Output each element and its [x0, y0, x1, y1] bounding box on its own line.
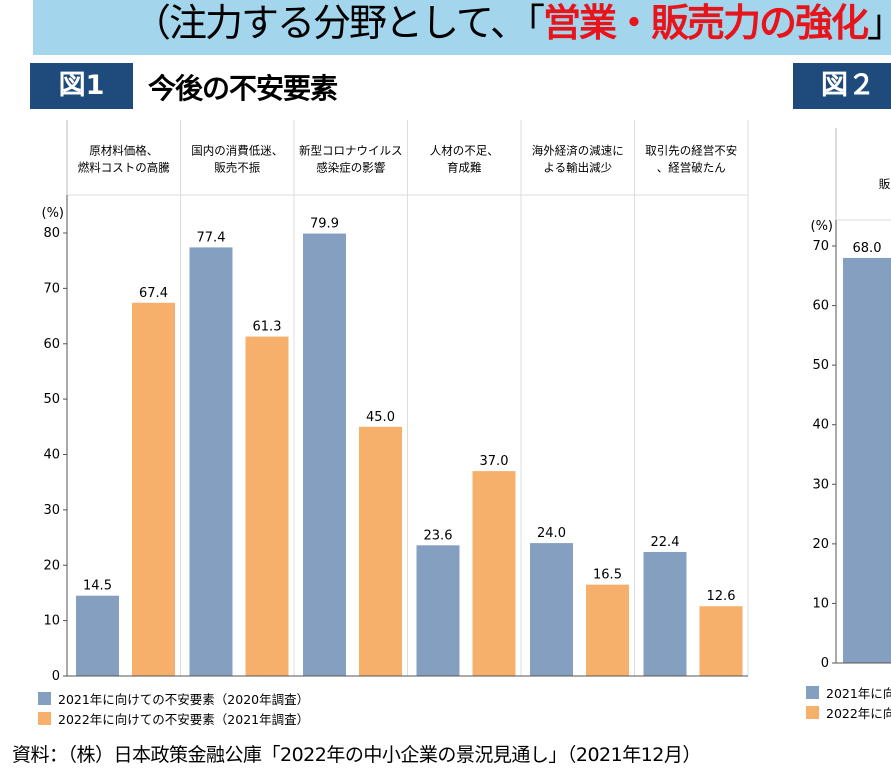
- figure1-badge: 図1: [30, 63, 133, 109]
- data-label: 22.4: [651, 535, 680, 550]
- headline-suffix: 」を挙: [867, 1, 891, 45]
- data-label: 14.5: [83, 579, 112, 594]
- data-label: 61.3: [253, 320, 282, 335]
- figure1-title: 今後の不安要素: [148, 72, 338, 105]
- headline-banner: （注力する分野として、「営業・販売力の強化」を挙: [33, 0, 891, 55]
- category-label: 国内の消費低迷、: [191, 144, 283, 158]
- category-label: 販売力: [879, 177, 891, 191]
- data-label: 77.4: [197, 230, 226, 245]
- data-label: 16.5: [593, 568, 622, 583]
- y-tick-label: 60: [812, 299, 829, 314]
- bar: [530, 543, 573, 676]
- headline-text: （注力する分野として、「営業・販売力の強化」を挙: [133, 0, 891, 47]
- legend-swatch-2022: [38, 711, 51, 725]
- category-label: 海外経済の減速に: [532, 144, 624, 158]
- y-tick-label: 70: [812, 239, 829, 254]
- y-tick-label: 50: [812, 358, 829, 373]
- data-label: 12.6: [707, 589, 736, 604]
- y-unit-label: (%): [811, 219, 834, 234]
- legend-label: 2021年に向けての不安要素（2020年調査）: [826, 685, 891, 701]
- y-tick-label: 50: [43, 392, 60, 407]
- bar: [245, 336, 289, 676]
- source-note: 資料：（株）日本政策金融公庫「2022年の中小企業の景況見通し」（2021年12…: [12, 744, 701, 766]
- figure1-legend: 2021年に向けての不安要素（2020年調査） 2022年に向けての不安要素（2…: [38, 688, 309, 728]
- y-tick-label: 70: [43, 281, 60, 296]
- category-label: 燃料コストの高騰: [78, 161, 170, 175]
- bar: [643, 551, 687, 676]
- bar: [76, 595, 119, 676]
- category-label: 育成難: [447, 161, 482, 175]
- data-label: 79.9: [310, 217, 339, 232]
- y-tick-label: 0: [821, 656, 829, 671]
- category-label: 感染症の影響: [316, 161, 385, 175]
- y-tick-label: 80: [43, 226, 60, 241]
- y-tick-label: 10: [812, 596, 829, 611]
- data-label: 24.0: [537, 526, 566, 541]
- legend-swatch-2021: [38, 691, 51, 705]
- figure2-legend: 2021年に向けての不安要素（2020年調査） 2022年に向けての不安要素（2…: [806, 682, 891, 722]
- bar: [132, 302, 175, 676]
- bar: [472, 471, 516, 676]
- legend-label: 2021年に向けての不安要素（2020年調査）: [58, 691, 310, 707]
- headline-prefix: （注力する分野として、「: [133, 1, 545, 45]
- legend-label: 2022年に向けての不安要素（2021年調査）: [58, 711, 310, 727]
- bar: [843, 257, 891, 663]
- category-label: 原材料価格、: [89, 144, 158, 158]
- category-label: 販売不振: [214, 161, 260, 175]
- bar: [359, 426, 402, 676]
- bar: [189, 247, 233, 676]
- data-label: 37.0: [480, 454, 509, 469]
- bar: [416, 545, 460, 676]
- legend-item-2022: 2022年に向けての不安要素（2021年調査）: [806, 702, 891, 722]
- bar: [303, 233, 346, 676]
- data-label: 67.4: [139, 286, 168, 301]
- legend-swatch-2021: [806, 685, 819, 699]
- category-label: 、経営破たん: [657, 161, 726, 175]
- legend-item-2022: 2022年に向けての不安要素（2021年調査）: [38, 708, 309, 728]
- legend-item-2021: 2021年に向けての不安要素（2020年調査）: [38, 688, 309, 708]
- y-tick-label: 0: [52, 669, 60, 684]
- legend-label: 2022年に向けての不安要素（2021年調査）: [826, 705, 891, 721]
- y-tick-label: 30: [43, 503, 60, 518]
- category-label: よる輸出減少: [543, 161, 612, 175]
- figure2-badge: 図２: [793, 63, 891, 109]
- bar: [586, 584, 629, 676]
- category-label: 新型コロナウイルス: [299, 144, 403, 158]
- category-label: 人材の不足、: [430, 144, 499, 158]
- bar: [699, 606, 743, 676]
- data-label: 68.0: [853, 241, 882, 256]
- y-tick-label: 40: [43, 448, 60, 463]
- y-unit-label: (%): [42, 206, 65, 221]
- y-tick-label: 40: [812, 418, 829, 433]
- data-label: 45.0: [366, 410, 395, 425]
- legend-swatch-2022: [806, 705, 819, 719]
- data-label: 23.6: [424, 528, 453, 543]
- headline-highlight: 営業・販売力の強化: [542, 1, 869, 45]
- y-tick-label: 20: [812, 537, 829, 552]
- y-tick-label: 10: [43, 614, 60, 629]
- legend-item-2021: 2021年に向けての不安要素（2020年調査）: [806, 682, 891, 702]
- category-label: 取引先の経営不安: [645, 144, 737, 158]
- y-tick-label: 30: [812, 477, 829, 492]
- y-tick-label: 20: [43, 558, 60, 573]
- y-tick-label: 60: [43, 337, 60, 352]
